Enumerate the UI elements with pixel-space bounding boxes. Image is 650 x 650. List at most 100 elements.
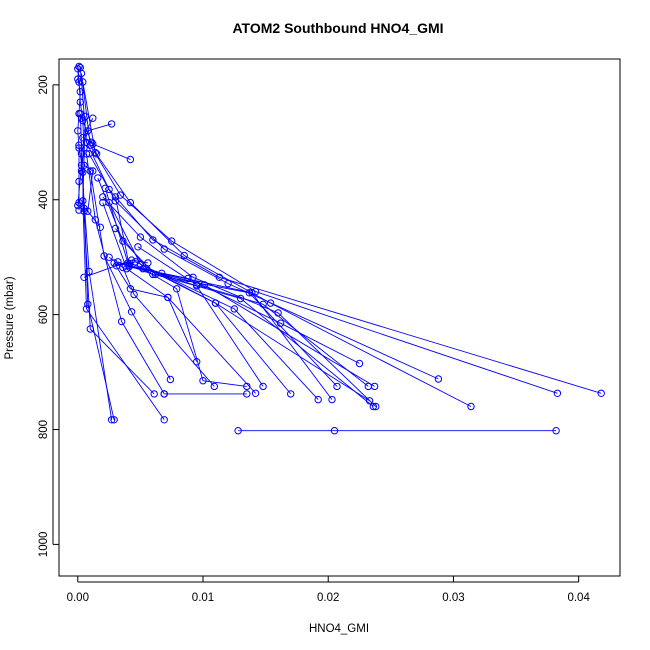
- data-point: [80, 161, 88, 170]
- data-point: [251, 389, 260, 397]
- data-point: [89, 167, 97, 175]
- data-point: [193, 358, 201, 366]
- profile-line: [115, 228, 370, 402]
- data-point: [126, 198, 135, 207]
- data-point: [75, 78, 83, 86]
- data-point: [136, 233, 145, 241]
- profile-line: [82, 81, 472, 407]
- data-point: [86, 167, 95, 175]
- data-point: [224, 279, 232, 288]
- profile-line: [81, 118, 98, 154]
- x-tick-label: 0.02: [317, 592, 339, 604]
- y-axis: 200 400 600 800 1000: [38, 75, 59, 557]
- data-point: [91, 216, 100, 224]
- data-point: [243, 390, 251, 398]
- data-point: [84, 300, 92, 308]
- data-point: [94, 174, 102, 182]
- data-point: [199, 377, 207, 385]
- profile-line: [104, 188, 264, 387]
- data-point: [434, 375, 443, 383]
- data-point: [101, 184, 110, 193]
- data-point: [149, 236, 157, 244]
- data-point: [328, 395, 336, 404]
- data-point: [355, 359, 364, 368]
- y-tick-label: 600: [38, 305, 50, 324]
- profile-line: [142, 268, 247, 387]
- profile-line: [116, 261, 319, 400]
- data-point: [105, 253, 113, 261]
- data-point: [166, 375, 175, 384]
- data-point: [75, 177, 83, 186]
- profile-line: [108, 202, 292, 395]
- profile-line: [137, 246, 369, 387]
- data-point: [160, 245, 168, 253]
- data-point: [82, 305, 91, 313]
- data-point: [248, 289, 256, 297]
- data-point: [134, 243, 142, 251]
- data-point: [85, 267, 93, 276]
- x-axis: 0.00 0.01 0.02 0.03 0.04: [67, 576, 590, 604]
- x-tick-label: 0.04: [567, 592, 590, 604]
- data-point: [130, 290, 138, 299]
- data-point: [107, 416, 116, 424]
- data-point: [173, 285, 181, 293]
- data-point: [266, 299, 275, 307]
- x-tick-label: 0.03: [442, 592, 464, 604]
- data-point: [107, 120, 116, 128]
- profile-line: [81, 73, 558, 394]
- data-point: [287, 390, 295, 398]
- data-point: [234, 427, 242, 435]
- data-point: [467, 402, 475, 411]
- data-point: [127, 308, 136, 316]
- data-point: [75, 206, 83, 214]
- data-point: [76, 88, 85, 96]
- profile-line: [83, 164, 101, 228]
- data-point: [74, 65, 82, 73]
- data-point: [75, 198, 83, 207]
- profile-line: [102, 202, 198, 362]
- data-point: [116, 191, 125, 199]
- data-point: [96, 223, 105, 232]
- data-point: [99, 193, 107, 201]
- data-point: [99, 198, 107, 207]
- data-point: [80, 144, 88, 152]
- data-point: [230, 305, 239, 313]
- data-point: [87, 138, 96, 147]
- profile-line: [77, 68, 85, 172]
- data-point: [552, 427, 560, 435]
- profile-line: [89, 170, 171, 380]
- x-tick-label: 0.01: [192, 592, 214, 604]
- data-point: [111, 193, 120, 201]
- data-point: [117, 317, 126, 326]
- profile-line: [78, 145, 115, 420]
- data-point: [211, 299, 220, 307]
- y-tick-label: 1000: [38, 532, 50, 558]
- data-point: [365, 397, 374, 405]
- plot-frame: [58, 58, 621, 577]
- data-point: [160, 416, 168, 424]
- data-point: [126, 155, 135, 164]
- profile-line: [102, 196, 377, 407]
- data-point: [330, 427, 339, 435]
- data-point: [139, 265, 147, 273]
- data-point: [314, 395, 322, 404]
- profile-line: [79, 67, 602, 394]
- data-point: [77, 114, 86, 122]
- data-point: [89, 140, 97, 148]
- chart-title: ATOM2 Southbound HNO4_GMI: [232, 20, 443, 36]
- data-point: [84, 207, 92, 215]
- profile-line: [88, 153, 439, 380]
- data-point: [369, 402, 377, 411]
- data-point: [180, 251, 188, 260]
- data-point: [168, 237, 176, 245]
- data-point: [245, 289, 254, 297]
- profile-line: [113, 262, 256, 394]
- data-point: [597, 389, 605, 397]
- x-axis-label: HNO4_GMI: [309, 623, 369, 635]
- y-axis-label: Pressure (mbar): [4, 276, 16, 359]
- data-point: [243, 382, 251, 391]
- y-tick-label: 800: [38, 420, 50, 439]
- data-point: [553, 389, 562, 397]
- profile-line: [108, 256, 215, 387]
